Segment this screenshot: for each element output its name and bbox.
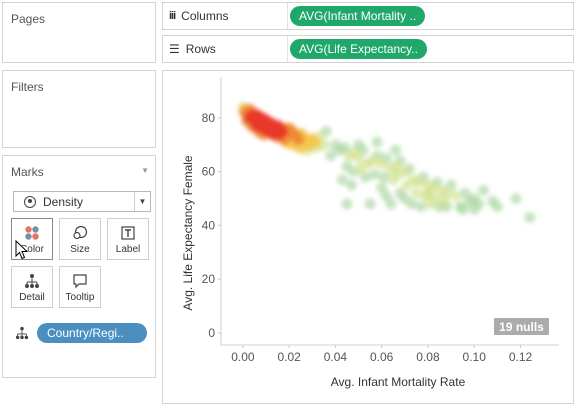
density-point xyxy=(436,185,448,196)
x-tick-label: 0.00 xyxy=(231,350,255,364)
size-icon xyxy=(60,225,100,241)
label-label: Label xyxy=(115,244,141,255)
density-marks xyxy=(237,101,536,223)
pages-card[interactable]: Pages xyxy=(2,2,156,63)
density-point xyxy=(380,190,392,202)
filters-card[interactable]: Filters xyxy=(2,70,156,148)
marks-card: Marks ▼ Density ▼ Color Size xyxy=(2,155,156,378)
density-point xyxy=(334,144,346,156)
chart-axes: 0 20 40 60 80 0.00 0.02 0.04 0.06 0.08 0.10 0.12 xyxy=(202,77,559,364)
country-region-pill[interactable]: Country/Regi.. xyxy=(37,323,147,343)
marks-title: Marks xyxy=(11,165,44,179)
tooltip-label: Tooltip xyxy=(65,292,95,303)
mark-type-dropdown[interactable]: Density ▼ xyxy=(13,191,151,212)
columns-pill[interactable]: AVG(Infant Mortality .. xyxy=(290,6,426,26)
nulls-badge-text: 19 nulls xyxy=(499,320,544,334)
density-point xyxy=(524,211,536,223)
density-point xyxy=(353,152,365,164)
x-tick-label: 0.04 xyxy=(324,350,348,364)
density-point xyxy=(422,187,434,199)
density-point xyxy=(346,179,358,191)
density-point xyxy=(336,174,348,186)
density-point xyxy=(357,144,369,156)
x-tick-label: 0.02 xyxy=(277,350,301,364)
density-point xyxy=(510,193,522,205)
detail-field-icon xyxy=(15,326,29,343)
size-label: Size xyxy=(70,244,90,255)
density-point xyxy=(410,187,422,199)
marks-collapse-icon[interactable]: ▼ xyxy=(141,166,149,175)
density-point xyxy=(364,198,376,210)
density-point xyxy=(390,144,402,156)
rows-shelf-label: ☰ Rows xyxy=(169,42,216,56)
label-button[interactable]: Label xyxy=(107,218,149,260)
y-tick-label: 0 xyxy=(208,326,215,340)
density-point xyxy=(450,190,462,202)
detail-button[interactable]: Detail xyxy=(11,266,53,308)
density-point xyxy=(454,201,466,213)
chart-pane[interactable]: 0 20 40 60 80 0.00 0.02 0.04 0.06 0.08 0.10 0.12 Av… xyxy=(162,70,574,404)
detail-label: Detail xyxy=(19,292,45,303)
density-point xyxy=(376,182,388,194)
density-point xyxy=(413,176,425,188)
density-point xyxy=(371,136,383,148)
mark-type-value: Density xyxy=(43,194,84,209)
density-point xyxy=(385,198,397,210)
y-tick-label: 80 xyxy=(202,111,216,125)
size-button[interactable]: Size xyxy=(59,218,101,260)
rows-icon: ☰ xyxy=(169,42,180,56)
density-point xyxy=(385,163,397,175)
rows-shelf[interactable]: ☰ Rows AVG(Life Expectancy.. xyxy=(162,35,574,63)
density-point xyxy=(255,117,268,130)
nulls-badge[interactable]: 19 nulls xyxy=(494,318,549,335)
x-tick-label: 0.06 xyxy=(370,350,394,364)
y-tick-label: 40 xyxy=(202,218,216,232)
tooltip-button[interactable]: Tooltip xyxy=(59,266,101,308)
x-axis-label: Avg. Infant Mortality Rate xyxy=(331,375,466,389)
filters-title: Filters xyxy=(11,80,44,94)
y-tick-label: 60 xyxy=(202,165,216,179)
density-point xyxy=(369,168,381,180)
color-label: Color xyxy=(20,244,44,255)
x-tick-label: 0.10 xyxy=(463,350,487,364)
tooltip-icon xyxy=(60,273,100,289)
mouse-cursor-icon xyxy=(15,239,29,260)
density-point xyxy=(378,171,390,183)
rows-pill[interactable]: AVG(Life Expectancy.. xyxy=(290,39,427,59)
x-tick-label: 0.08 xyxy=(416,350,440,364)
x-tick-label: 0.12 xyxy=(509,350,533,364)
density-point xyxy=(459,187,471,199)
density-point xyxy=(376,158,388,170)
y-axis-label: Avg. Life Expectancy Female xyxy=(181,155,195,311)
density-point xyxy=(394,187,406,199)
density-point xyxy=(464,195,476,207)
columns-shelf[interactable]: iii Columns AVG(Infant Mortality .. xyxy=(162,2,574,30)
columns-icon: iii xyxy=(169,10,176,22)
density-icon xyxy=(24,195,36,208)
density-point xyxy=(362,158,374,170)
density-point xyxy=(487,195,499,207)
y-tick-label: 20 xyxy=(202,272,216,286)
density-point xyxy=(438,195,450,207)
density-chart[interactable]: 0 20 40 60 80 0.00 0.02 0.04 0.06 0.08 0.10 0.12 Av… xyxy=(163,71,573,403)
detail-icon xyxy=(12,273,52,289)
density-point xyxy=(325,150,337,162)
density-point xyxy=(360,171,371,183)
density-point xyxy=(341,198,353,210)
chevron-down-icon[interactable]: ▼ xyxy=(134,192,150,211)
density-point xyxy=(445,179,457,191)
pages-title: Pages xyxy=(11,12,46,26)
label-icon xyxy=(108,225,148,241)
columns-shelf-label: iii Columns xyxy=(169,9,229,23)
color-icon xyxy=(12,225,52,241)
density-point xyxy=(415,201,427,213)
density-point xyxy=(478,185,489,196)
